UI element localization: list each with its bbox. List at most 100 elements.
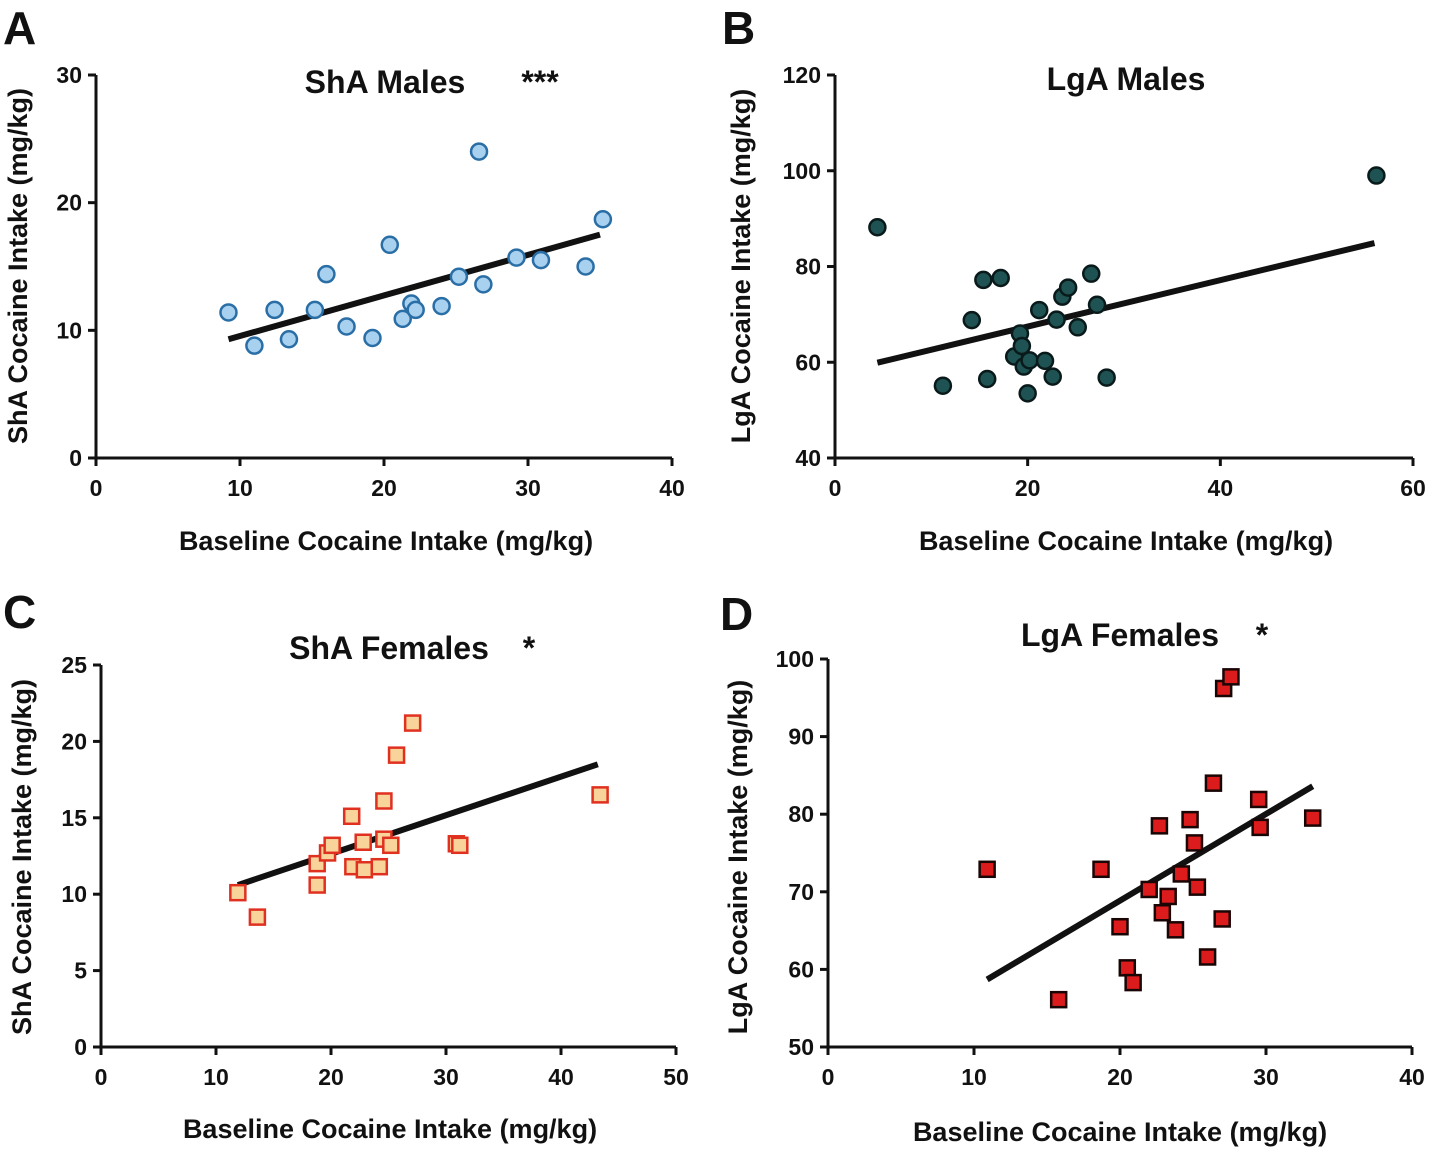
regression-line xyxy=(227,231,601,343)
data-point xyxy=(978,860,996,879)
panel-label: A xyxy=(3,2,36,54)
x-tick-label: 30 xyxy=(1253,1064,1279,1090)
data-point xyxy=(1153,904,1172,922)
panel-c: C ShA Females * Baseline Cocaine Intake … xyxy=(3,586,689,1144)
data-point xyxy=(265,300,284,320)
data-point xyxy=(1251,818,1269,837)
data-point xyxy=(531,250,551,270)
data-point xyxy=(1181,810,1199,829)
data-point xyxy=(317,264,336,284)
data-point xyxy=(1029,300,1049,320)
data-point xyxy=(1018,384,1037,403)
y-axis-label: ShA Cocaine Intake (mg/kg) xyxy=(7,679,37,1035)
y-tick-label: 60 xyxy=(795,349,821,375)
y-axis-label: LgA Cocaine Intake (mg/kg) xyxy=(726,89,756,444)
y-tick-label: 20 xyxy=(61,728,87,754)
data-point xyxy=(355,861,374,879)
y-tick-label: 60 xyxy=(788,956,814,982)
data-point xyxy=(449,267,469,286)
x-tick-label: 0 xyxy=(90,475,103,501)
data-point xyxy=(469,142,489,161)
y-tick-label: 70 xyxy=(788,879,814,905)
chart-title: LgA Males xyxy=(1047,61,1206,97)
data-point xyxy=(403,714,422,732)
data-point xyxy=(248,908,267,926)
data-point xyxy=(933,376,953,395)
x-tick-label: 10 xyxy=(203,1064,229,1090)
data-point xyxy=(962,310,982,330)
data-point xyxy=(363,328,382,348)
x-axis-label: Baseline Cocaine Intake (mg/kg) xyxy=(183,1114,597,1144)
data-point xyxy=(432,296,451,316)
data-point xyxy=(382,836,400,855)
data-point xyxy=(1043,367,1062,386)
panel-label: B xyxy=(722,2,755,54)
y-tick-label: 20 xyxy=(56,190,82,216)
y-tick-label: 80 xyxy=(788,801,814,827)
data-point xyxy=(991,268,1010,288)
data-point xyxy=(323,836,341,855)
data-point xyxy=(375,792,393,810)
data-point xyxy=(1020,351,1039,370)
data-point xyxy=(337,317,356,336)
data-point xyxy=(279,330,299,349)
y-tick-label: 50 xyxy=(788,1034,814,1060)
significance-marker: *** xyxy=(521,64,559,100)
data-point xyxy=(1140,880,1158,899)
data-point xyxy=(1198,948,1217,966)
x-tick-label: 40 xyxy=(548,1064,574,1090)
data-point xyxy=(1204,774,1223,792)
data-point xyxy=(1068,318,1088,337)
data-point xyxy=(1249,790,1268,809)
data-point xyxy=(393,309,412,329)
x-axis-label: Baseline Cocaine Intake (mg/kg) xyxy=(919,526,1333,556)
y-tick-label: 15 xyxy=(61,805,87,831)
data-point xyxy=(451,836,469,855)
data-point xyxy=(1367,166,1386,185)
x-tick-label: 20 xyxy=(1015,475,1041,501)
data-point xyxy=(474,275,493,294)
y-tick-label: 30 xyxy=(56,62,82,88)
data-point xyxy=(1111,917,1129,936)
x-axis-label: Baseline Cocaine Intake (mg/kg) xyxy=(913,1117,1327,1147)
data-point xyxy=(1222,668,1240,686)
data-point xyxy=(507,248,526,267)
data-point xyxy=(406,300,425,320)
regression-line xyxy=(876,240,1376,366)
data-point xyxy=(1166,921,1185,939)
data-point xyxy=(1150,817,1169,835)
data-point xyxy=(342,807,361,826)
x-tick-label: 40 xyxy=(1208,475,1234,501)
data-point xyxy=(380,235,400,255)
y-tick-label: 25 xyxy=(61,652,87,678)
data-point xyxy=(1035,351,1055,371)
data-point xyxy=(593,210,613,229)
x-tick-label: 40 xyxy=(1399,1064,1425,1090)
x-tick-label: 10 xyxy=(961,1064,987,1090)
x-tick-label: 30 xyxy=(515,475,541,501)
x-tick-label: 20 xyxy=(318,1064,344,1090)
data-point xyxy=(1097,368,1116,387)
data-point xyxy=(1049,990,1068,1009)
significance-marker: * xyxy=(1256,617,1269,653)
y-tick-label: 90 xyxy=(788,724,814,750)
data-point xyxy=(1303,809,1322,827)
y-tick-label: 5 xyxy=(74,958,87,984)
x-axis-label: Baseline Cocaine Intake (mg/kg) xyxy=(179,526,593,556)
chart-title: ShA Females xyxy=(289,630,489,666)
y-tick-label: 10 xyxy=(61,881,87,907)
data-point xyxy=(387,746,406,764)
y-tick-label: 0 xyxy=(74,1034,87,1060)
data-point xyxy=(591,786,609,804)
data-point xyxy=(245,336,264,355)
x-tick-label: 50 xyxy=(663,1064,689,1090)
x-tick-label: 0 xyxy=(95,1064,108,1090)
panel-d: D LgA Females * Baseline Cocaine Intake … xyxy=(720,588,1425,1147)
panel-label: C xyxy=(3,586,36,638)
data-point xyxy=(576,257,595,276)
chart-title: ShA Males xyxy=(305,64,466,100)
x-tick-label: 0 xyxy=(829,475,842,501)
chart-title: LgA Females xyxy=(1021,617,1219,653)
data-point xyxy=(1118,959,1137,977)
